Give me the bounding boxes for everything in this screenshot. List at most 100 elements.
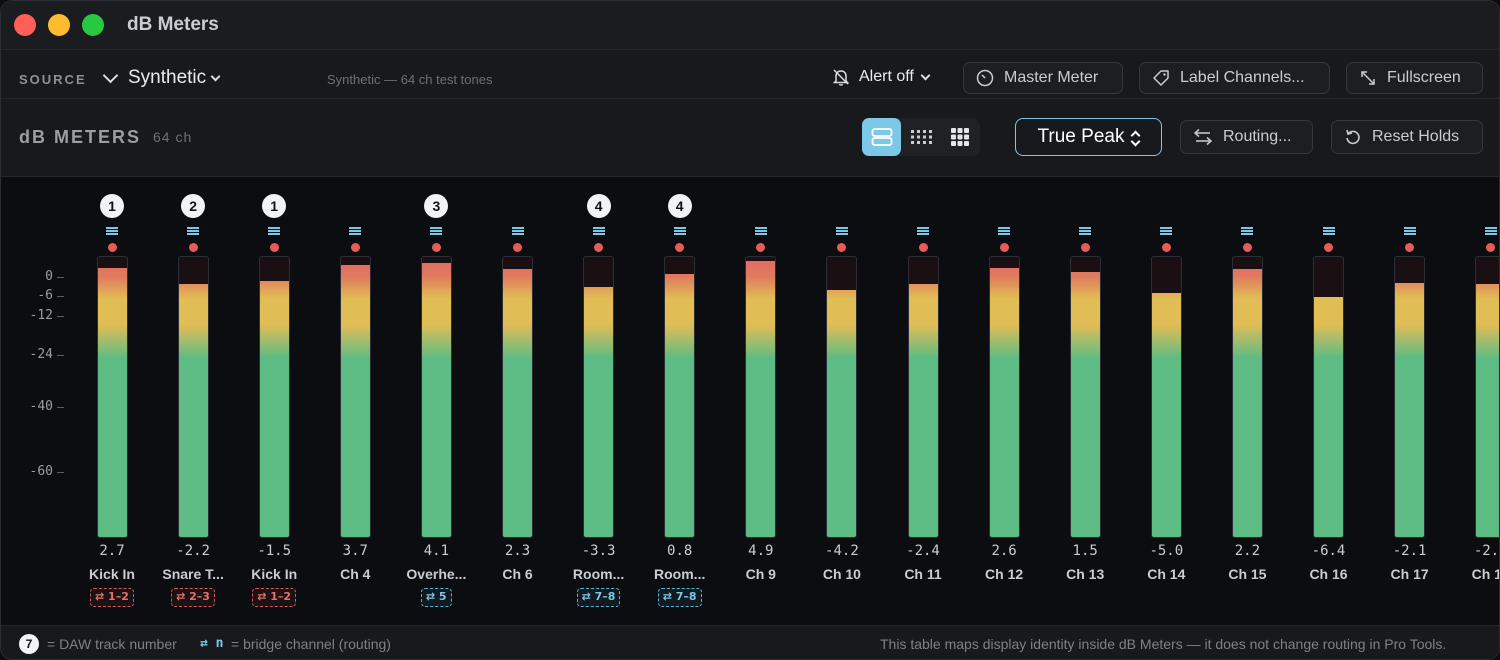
level-meter[interactable] (1150, 256, 1182, 538)
bridge-channel-tag[interactable]: ⇄ 7–8 (576, 588, 621, 607)
scale-tick (57, 354, 64, 356)
peak-value: -4.2 (825, 543, 859, 559)
channel-menu-icon[interactable] (430, 227, 443, 235)
channel-name[interactable]: Ch 9 (745, 566, 776, 582)
scale-tick (57, 296, 64, 298)
channel-name[interactable]: Ch 12 (985, 566, 1024, 582)
channel-name[interactable]: Room... (654, 566, 706, 582)
level-meter[interactable] (1313, 256, 1344, 538)
channel-menu-icon[interactable] (1484, 227, 1497, 235)
level-meter[interactable] (745, 256, 777, 538)
channel-name[interactable]: Ch 15 (1228, 566, 1267, 582)
view-list-button[interactable] (862, 118, 901, 156)
level-meter[interactable] (420, 256, 452, 538)
meter-mode-select[interactable]: True Peak (1015, 118, 1162, 156)
section-title: dB METERS (19, 127, 142, 147)
bridge-channel-tag[interactable]: ⇄ 7–8 (657, 588, 702, 607)
view-grid-small-button[interactable] (901, 118, 940, 156)
source-label: SOURCE (19, 72, 87, 87)
channel-name[interactable]: Ch 6 (502, 566, 533, 582)
level-meter[interactable] (339, 256, 371, 538)
clip-indicator (756, 243, 766, 252)
channel-name[interactable]: Kick In (89, 566, 135, 582)
clip-indicator (513, 243, 522, 252)
channel-menu-icon[interactable] (673, 227, 686, 235)
bridge-channel-tag[interactable]: ⇄ 1–2 (252, 588, 297, 607)
channel-menu-icon[interactable] (917, 227, 929, 235)
channel-name[interactable]: Ch 16 (1309, 566, 1348, 582)
level-meter[interactable] (583, 256, 615, 538)
channel-count: 64 ch (153, 129, 193, 145)
minimize-window-button[interactable] (48, 14, 70, 36)
level-meter[interactable] (96, 256, 128, 538)
peak-value: 2.7 (99, 543, 125, 559)
channel-name[interactable]: Ch 11 (904, 566, 942, 582)
level-meter[interactable] (907, 256, 939, 538)
level-meter[interactable] (664, 256, 696, 538)
level-meter[interactable] (502, 256, 533, 538)
fullscreen-button[interactable]: Fullscreen (1346, 62, 1483, 94)
close-window-button[interactable] (14, 14, 36, 36)
channel-name[interactable]: Kick In (251, 566, 298, 582)
clip-indicator (188, 243, 198, 252)
bridge-channel-tag[interactable]: ⇄ 1–2 (90, 588, 134, 607)
channel-menu-icon[interactable] (835, 227, 848, 235)
master-meter-button[interactable]: Master Meter (963, 62, 1123, 94)
clip-indicator (1324, 243, 1333, 252)
channel-name[interactable]: Snare T... (162, 566, 224, 582)
channel-menu-icon[interactable] (1241, 227, 1254, 235)
grid-small-icon (910, 130, 932, 144)
channel-menu-icon[interactable] (1160, 227, 1173, 235)
channel-name[interactable]: Room... (572, 566, 625, 582)
channel-name[interactable]: Overhe... (406, 566, 467, 582)
channel-name[interactable]: Ch 17 (1390, 566, 1429, 582)
channel-menu-icon[interactable] (511, 227, 524, 235)
channel-menu-icon[interactable] (187, 227, 200, 235)
view-mode-group (862, 118, 980, 156)
source-select[interactable]: Synthetic (102, 67, 221, 89)
channel-menu-icon[interactable] (754, 227, 767, 235)
channel-name[interactable]: Ch 10 (822, 566, 861, 582)
chevron-down-icon (210, 71, 221, 81)
channel-menu-icon[interactable] (106, 227, 118, 235)
track-number-badge: 1 (100, 194, 124, 218)
channel-name[interactable]: Ch 18 (1471, 566, 1499, 582)
alert-toggle[interactable]: Alert off (831, 67, 931, 87)
routing-button[interactable]: Routing... (1180, 120, 1313, 154)
level-meter[interactable] (258, 256, 290, 538)
level-meter[interactable] (1475, 256, 1499, 538)
bridge-channel-tag[interactable]: ⇄ 2–3 (171, 588, 215, 607)
channel-menu-icon[interactable] (592, 227, 605, 235)
scale-tick (57, 315, 64, 317)
level-meter[interactable] (826, 256, 858, 538)
channel-menu-icon[interactable] (1322, 227, 1335, 235)
clip-indicator (1242, 243, 1252, 252)
channel-menu-icon[interactable] (349, 227, 362, 235)
view-grid-large-button[interactable] (940, 118, 979, 156)
level-meter[interactable] (1231, 256, 1263, 538)
level-meter[interactable] (1069, 256, 1101, 538)
level-meter[interactable] (177, 256, 209, 538)
channel-menu-icon[interactable] (1079, 227, 1092, 235)
channel-name[interactable]: Ch 13 (1066, 566, 1105, 582)
channel-menu-icon[interactable] (268, 227, 281, 235)
channel-menu-icon[interactable] (998, 227, 1011, 235)
level-meter[interactable] (988, 256, 1020, 538)
meter-fill (665, 273, 695, 537)
peak-value: -6.4 (1311, 543, 1346, 559)
level-meter[interactable] (1394, 256, 1426, 538)
rows-icon (871, 128, 892, 146)
peak-value: 2.3 (504, 543, 531, 559)
scale-label: 0 (45, 268, 53, 284)
reset-holds-button[interactable]: Reset Holds (1331, 120, 1483, 154)
track-number-badge: 3 (424, 194, 449, 218)
bridge-channel-tag[interactable]: ⇄ 5 (420, 588, 452, 607)
label-channels-button[interactable]: Label Channels... (1139, 62, 1330, 94)
channel-name[interactable]: Ch 14 (1147, 566, 1186, 582)
meter-fill (340, 264, 370, 537)
channel-name[interactable]: Ch 4 (340, 566, 371, 582)
channel-menu-icon[interactable] (1403, 227, 1416, 235)
zoom-window-button[interactable] (82, 14, 104, 36)
track-number-badge: 2 (181, 194, 206, 218)
